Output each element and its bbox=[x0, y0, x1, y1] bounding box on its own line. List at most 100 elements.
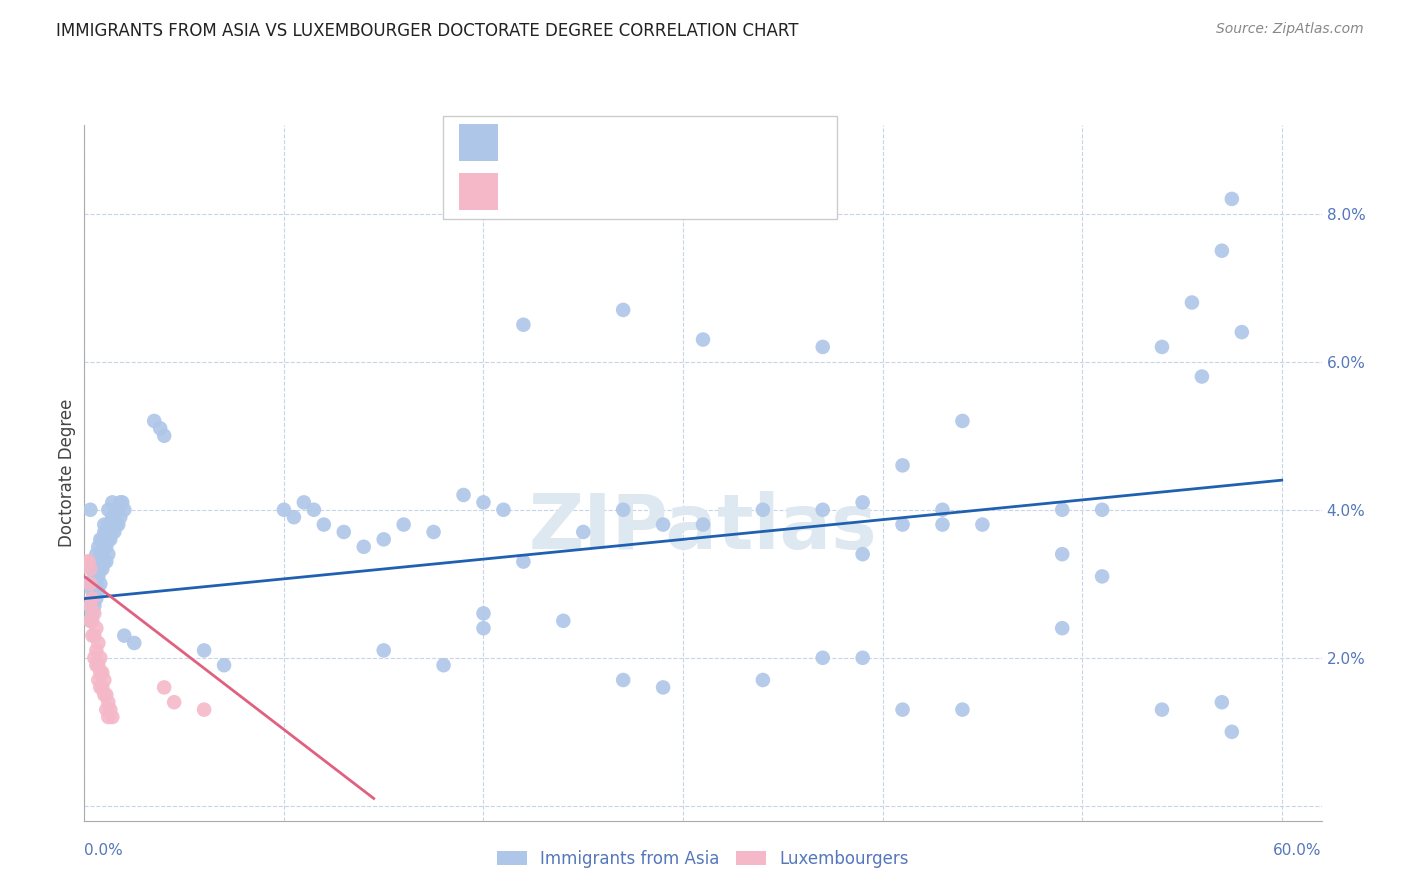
Point bbox=[89, 547, 111, 561]
Point bbox=[512, 318, 534, 332]
Point bbox=[149, 421, 172, 435]
Point bbox=[83, 650, 105, 665]
Point bbox=[1150, 703, 1173, 717]
Point bbox=[93, 540, 115, 554]
Text: 60.0%: 60.0% bbox=[1274, 843, 1322, 858]
Point bbox=[852, 495, 875, 509]
Point bbox=[77, 555, 100, 569]
Point bbox=[93, 673, 115, 687]
Point bbox=[89, 665, 111, 680]
Point bbox=[1220, 192, 1243, 206]
Point bbox=[103, 510, 125, 524]
Point bbox=[83, 555, 105, 569]
Point bbox=[89, 576, 111, 591]
Point bbox=[93, 688, 115, 702]
Point bbox=[96, 703, 118, 717]
Y-axis label: Doctorate Degree: Doctorate Degree bbox=[58, 399, 76, 547]
Point bbox=[87, 636, 110, 650]
Point bbox=[1091, 569, 1114, 583]
Point bbox=[811, 502, 834, 516]
Point bbox=[86, 547, 108, 561]
Point bbox=[91, 562, 114, 576]
Point bbox=[82, 591, 104, 606]
Point bbox=[122, 636, 145, 650]
Point bbox=[312, 517, 335, 532]
Point bbox=[97, 547, 120, 561]
Point bbox=[652, 681, 675, 695]
Point bbox=[153, 429, 176, 443]
Point bbox=[101, 495, 124, 509]
Point bbox=[86, 643, 108, 657]
Point bbox=[110, 495, 132, 509]
Point bbox=[1091, 502, 1114, 516]
Point bbox=[112, 502, 135, 516]
Point bbox=[972, 517, 994, 532]
Point bbox=[553, 614, 575, 628]
Point bbox=[89, 533, 111, 547]
Point bbox=[392, 517, 415, 532]
Point bbox=[93, 555, 115, 569]
Point bbox=[692, 333, 714, 347]
Point bbox=[1211, 244, 1233, 258]
Point bbox=[1211, 695, 1233, 709]
Point bbox=[373, 643, 395, 657]
Point bbox=[193, 643, 215, 657]
Point bbox=[752, 502, 775, 516]
Point bbox=[1150, 340, 1173, 354]
Point bbox=[97, 533, 120, 547]
Point bbox=[891, 703, 914, 717]
Point bbox=[1230, 325, 1253, 339]
Point bbox=[89, 562, 111, 576]
Point bbox=[96, 524, 118, 539]
Point bbox=[512, 555, 534, 569]
Point bbox=[212, 658, 235, 673]
Point bbox=[89, 650, 111, 665]
Point bbox=[82, 614, 104, 628]
Point bbox=[97, 502, 120, 516]
Point bbox=[82, 629, 104, 643]
Text: 34: 34 bbox=[742, 183, 765, 201]
Point bbox=[82, 584, 104, 599]
Text: N =: N = bbox=[671, 183, 703, 201]
Point bbox=[153, 681, 176, 695]
Point bbox=[193, 703, 215, 717]
Point bbox=[612, 302, 634, 317]
Point bbox=[692, 517, 714, 532]
Point bbox=[472, 621, 495, 635]
Text: IMMIGRANTS FROM ASIA VS LUXEMBOURGER DOCTORATE DEGREE CORRELATION CHART: IMMIGRANTS FROM ASIA VS LUXEMBOURGER DOC… bbox=[56, 22, 799, 40]
Point bbox=[87, 555, 110, 569]
Point bbox=[87, 540, 110, 554]
Point bbox=[86, 591, 108, 606]
Point bbox=[422, 524, 444, 539]
Point bbox=[163, 695, 186, 709]
Point bbox=[77, 555, 100, 569]
Bar bbox=[458, 124, 498, 161]
Point bbox=[82, 562, 104, 576]
Point bbox=[612, 673, 634, 687]
Point bbox=[91, 681, 114, 695]
Point bbox=[333, 524, 356, 539]
Point bbox=[87, 673, 110, 687]
Point bbox=[83, 569, 105, 583]
Point bbox=[79, 614, 101, 628]
Point bbox=[87, 658, 110, 673]
Point bbox=[83, 607, 105, 621]
Point bbox=[612, 502, 634, 516]
Point bbox=[373, 533, 395, 547]
Point bbox=[453, 488, 475, 502]
Point bbox=[83, 599, 105, 613]
Point bbox=[83, 584, 105, 599]
Point bbox=[87, 584, 110, 599]
Point bbox=[97, 695, 120, 709]
Point bbox=[97, 517, 120, 532]
Point bbox=[1181, 295, 1204, 310]
Point bbox=[952, 414, 974, 428]
Point bbox=[79, 562, 101, 576]
Point bbox=[283, 510, 305, 524]
Point bbox=[852, 547, 875, 561]
Point bbox=[83, 629, 105, 643]
Point bbox=[96, 688, 118, 702]
Point bbox=[852, 650, 875, 665]
Point bbox=[752, 673, 775, 687]
Point bbox=[98, 533, 121, 547]
